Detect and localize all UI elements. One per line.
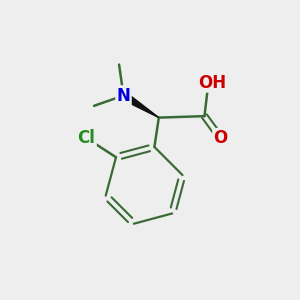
Text: O: O [214, 129, 228, 147]
Polygon shape [121, 92, 159, 118]
Text: Cl: Cl [78, 129, 95, 147]
Text: OH: OH [198, 74, 226, 92]
Text: N: N [117, 86, 130, 104]
